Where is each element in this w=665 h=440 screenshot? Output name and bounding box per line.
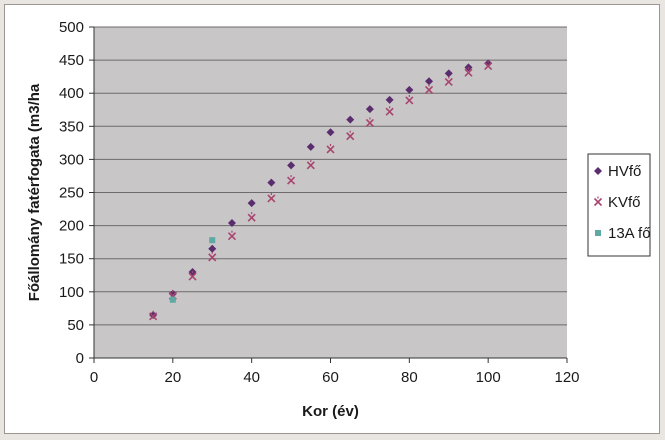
data-point [424, 84, 434, 94]
y-tick-label: 500 [59, 19, 84, 36]
data-point [227, 218, 236, 227]
legend-marker-stroke-b [593, 197, 603, 207]
series-1 [149, 60, 493, 321]
data-point-stroke-b [149, 312, 158, 321]
y-tick-label: 450 [59, 52, 84, 69]
data-point-stroke-b [326, 145, 335, 154]
data-point-stroke-b [306, 161, 315, 170]
data-point-stroke-b [365, 118, 374, 128]
data-point-stroke-b [424, 85, 434, 94]
x-tick-label: 40 [243, 369, 260, 386]
x-tick-label: 80 [401, 369, 418, 386]
data-point [208, 251, 217, 262]
data-point [267, 192, 276, 203]
x-axis-title: Kor (év) [302, 403, 359, 420]
data-point [365, 117, 374, 128]
data-point [484, 59, 493, 68]
data-point-stroke-b [464, 68, 473, 77]
x-tick-label: 120 [554, 369, 579, 386]
data-point-stroke-b [267, 194, 276, 203]
data-point [326, 143, 335, 154]
y-tick-label: 150 [59, 251, 84, 268]
legend-label: HVfő [608, 163, 641, 180]
data-point [287, 161, 296, 170]
data-point [484, 60, 493, 71]
y-tick-label: 50 [67, 317, 84, 334]
y-tick-label: 400 [59, 85, 84, 102]
data-point [169, 296, 176, 303]
data-point-stroke-b [346, 132, 355, 141]
legend-marker [595, 230, 601, 236]
data-point [385, 95, 394, 104]
data-point [464, 67, 473, 77]
data-point [227, 230, 237, 241]
data-point [287, 175, 296, 185]
data-point [365, 105, 374, 114]
legend-marker [593, 196, 603, 207]
y-tick-label: 100 [59, 284, 84, 301]
legend-item-0: HVfő [594, 163, 641, 180]
data-point [208, 244, 217, 253]
data-point-stroke-b [405, 96, 414, 105]
data-point [346, 115, 355, 124]
y-tick-label: 250 [59, 185, 84, 202]
y-tick-label: 350 [59, 118, 84, 135]
y-tick-label: 0 [76, 350, 84, 367]
data-point [425, 77, 434, 86]
data-point [267, 178, 276, 187]
data-point [346, 130, 355, 141]
data-point [168, 289, 177, 298]
data-point [444, 76, 453, 87]
x-tick-label: 60 [322, 369, 339, 386]
data-point-stroke-b [188, 272, 197, 281]
data-point-stroke-b [287, 176, 296, 185]
data-point-stroke-b [385, 107, 394, 116]
data-point-stroke-b [208, 253, 217, 262]
legend-item-2: 13A fő [595, 225, 651, 242]
legend-marker [594, 167, 602, 175]
data-point [385, 106, 394, 116]
y-tick-label: 300 [59, 151, 84, 168]
data-point-stroke-b [227, 232, 237, 241]
legend-label: 13A fő [608, 225, 651, 242]
legend-label: KVfő [608, 194, 641, 211]
x-tick-label: 20 [164, 369, 181, 386]
data-point [405, 85, 414, 94]
data-point [149, 310, 158, 321]
tick-labels: 0 50 100 150 200 250 300 350 400 450 500 0 20 40 60 80 1… [59, 19, 580, 386]
data-point [247, 199, 256, 208]
legend: HVfő KVfő 13A fő [587, 153, 651, 257]
data-point [405, 94, 414, 105]
data-point-stroke-b [247, 213, 256, 222]
x-tick-label: 100 [476, 369, 501, 386]
data-point [188, 271, 197, 281]
data-point [444, 69, 453, 78]
y-axis-title: Főállomány fatérfogata (m3/ha [26, 83, 43, 301]
data-points [149, 59, 493, 321]
data-point-stroke-b [484, 61, 493, 71]
series-2 [169, 237, 216, 303]
gridlines [94, 26, 567, 326]
data-point-stroke-b [444, 77, 453, 87]
data-point [209, 237, 216, 244]
y-tick-label: 200 [59, 218, 84, 235]
data-point [149, 310, 158, 319]
data-point [306, 142, 315, 151]
data-point [247, 212, 256, 222]
data-point [326, 128, 335, 137]
x-tick-label: 0 [90, 369, 98, 386]
data-point [306, 159, 315, 170]
legend-item-1: KVfő [593, 194, 641, 211]
